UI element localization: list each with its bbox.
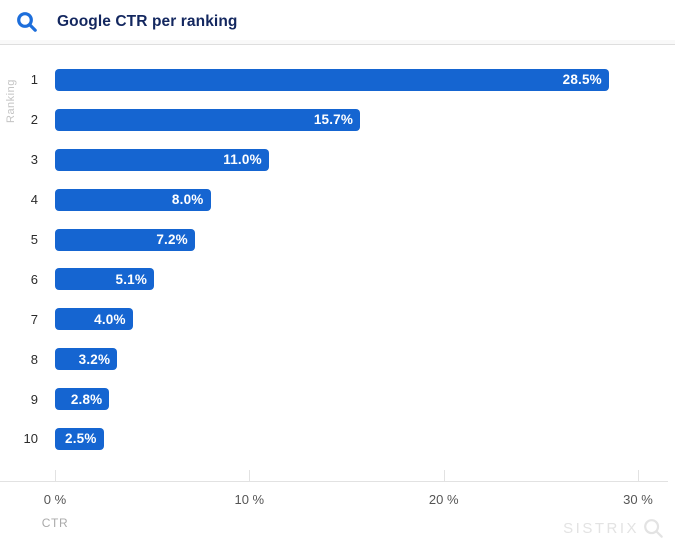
sistrix-watermark: SISTRIX [563,517,664,539]
ranking-category-label: 4 [30,192,38,208]
search-icon [17,12,37,32]
ranking-category-label: 6 [30,271,38,287]
x-axis-title: CTR [41,516,69,530]
ctr-value-label: 7.2% [156,232,188,247]
x-axis-line [0,481,668,482]
chart-row: 7 4.0% [0,299,675,339]
bars-container: 1 28.5% 2 15.7% 3 11.0% 4 8.0% 5 7.2% 6 … [0,60,675,459]
ranking-category-label: 7 [30,311,38,327]
ctr-value-label: 28.5% [562,72,602,88]
chart-row: 3 11.0% [0,140,675,180]
ranking-category-label: 1 [30,72,38,88]
ctr-value-label: 3.2% [78,351,111,367]
ctr-value-label: 8.0% [171,192,204,208]
chart-title: Google CTR per ranking [57,13,238,30]
ctr-bar[interactable]: 4.0% [55,308,133,331]
watermark-text: SISTRIX [563,519,639,537]
ctr-bar[interactable]: 8.0% [55,188,211,211]
ctr-bar[interactable]: 11.0% [55,148,269,171]
ctr-value-label: 5.1% [115,271,148,287]
ranking-category-label: 9 [30,391,38,407]
ranking-category-label: 8 [30,351,38,367]
x-axis-tick-label: 20 % [428,492,459,507]
chart-row: 6 5.1% [0,259,675,299]
ctr-value-label: 2.5% [65,431,97,447]
ctr-value-label: 15.7% [313,112,354,128]
ranking-category-label: 10 [23,431,38,447]
x-axis-tick [55,470,56,482]
chart-row: 4 8.0% [0,180,675,220]
ctr-bar[interactable]: 28.5% [55,68,609,91]
chart-row: 10 2.5% [0,419,675,459]
ranking-category-label: 5 [30,232,38,247]
ctr-bar[interactable]: 15.7% [55,108,361,131]
magnifier-icon [644,519,663,538]
ctr-value-label: 4.0% [94,311,126,327]
ctr-bar[interactable]: 2.8% [55,388,110,411]
chart-row: 9 2.8% [0,379,675,419]
x-axis-tick-label: 30 % [623,492,653,507]
chart-row: 2 15.7% [0,100,675,140]
chart-row: 8 3.2% [0,339,675,379]
ctr-bar[interactable]: 3.2% [55,348,118,371]
x-axis-tick [249,470,251,482]
ranking-category-label: 3 [30,152,38,168]
ranking-category-label: 2 [30,112,38,128]
chart-row: 5 7.2% [0,220,675,260]
chart-row: 1 28.5% [0,60,675,100]
x-axis-tick-label: 10 % [234,492,265,507]
widget-header: Google CTR per ranking [0,0,675,45]
ctr-bar[interactable]: 2.5% [55,427,104,450]
ctr-value-label: 2.8% [70,391,103,407]
x-axis-tick-label: 0 % [43,492,67,507]
x-axis-tick [638,470,639,482]
ctr-value-label: 11.0% [223,152,262,168]
ctr-bar[interactable]: 7.2% [55,228,195,251]
x-axis-tick [443,470,445,482]
ctr-bar[interactable]: 5.1% [55,268,155,291]
